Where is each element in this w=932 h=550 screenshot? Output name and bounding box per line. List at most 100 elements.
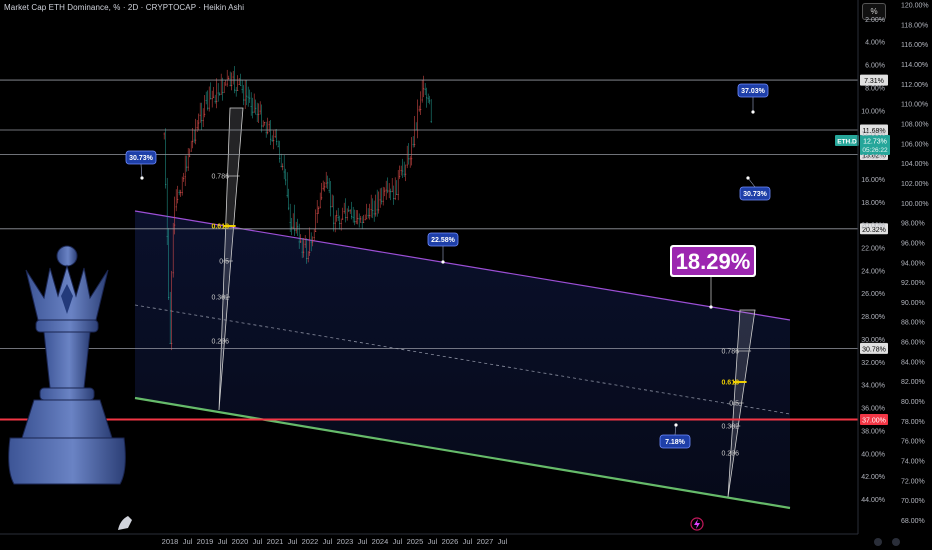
- price-level-tag-text: 30.78%: [862, 346, 886, 353]
- candle-body: [301, 251, 303, 253]
- candle-body: [424, 88, 426, 90]
- candle-body: [213, 96, 215, 98]
- callout-dot: [751, 110, 755, 114]
- candle-body: [378, 209, 380, 211]
- current-price-text: 12.73%: [863, 139, 887, 146]
- fib-wedge-right: [727, 309, 756, 498]
- candle-body: [330, 206, 332, 208]
- candle-body: [340, 223, 342, 224]
- candle-body: [430, 121, 432, 122]
- candle-body: [271, 140, 273, 141]
- candle-body: [349, 210, 351, 212]
- candle-body: [406, 164, 408, 166]
- candle-body: [208, 107, 210, 109]
- lightning-icon[interactable]: [690, 517, 704, 531]
- time-axis-tick: Jul: [253, 537, 263, 546]
- candle-body: [394, 198, 396, 199]
- candle-body: [231, 85, 233, 87]
- candle-body: [241, 89, 243, 91]
- callout-leader: [140, 163, 143, 179]
- candle-body: [408, 158, 410, 160]
- right-scale-tick: 120.00%: [901, 3, 929, 10]
- time-axis-tick: Jul: [498, 537, 508, 546]
- left-scale-tick: 36.00%: [861, 406, 885, 413]
- left-scale-tick: 6.00%: [865, 63, 885, 70]
- right-scale-tick: 118.00%: [901, 22, 928, 29]
- left-scale-tick: 10.00%: [861, 108, 885, 115]
- time-axis-tick: Jul: [463, 537, 473, 546]
- callout-big-text: 18.29%: [676, 249, 751, 274]
- candle-body: [288, 207, 290, 209]
- countdown-text: 05:26:22: [862, 147, 888, 154]
- left-scale-tick: 34.00%: [861, 383, 885, 390]
- candle-body: [225, 84, 227, 86]
- candle-body: [399, 176, 401, 177]
- left-scale-tick: 12.00%: [861, 131, 885, 138]
- fib-level-label: 0.786: [211, 174, 229, 181]
- right-scale-tick: 96.00%: [901, 240, 925, 247]
- candle-body: [199, 114, 201, 116]
- current-price-tag: [860, 135, 890, 156]
- candle-body: [319, 206, 321, 208]
- candle-body: [189, 155, 191, 157]
- candle-body: [420, 109, 422, 110]
- percent-scale-button[interactable]: %: [862, 3, 886, 20]
- candle-body: [187, 166, 189, 168]
- candle-body: [309, 252, 311, 253]
- price-level-tag: [860, 223, 888, 235]
- candle-body: [259, 110, 261, 112]
- ticker-tag-text: ETH.D: [837, 139, 857, 146]
- candle-body: [396, 194, 398, 195]
- candle-body: [390, 191, 392, 193]
- candle-body: [252, 111, 254, 113]
- left-scale-tick: 14.00%: [861, 154, 885, 161]
- candle-body: [223, 91, 225, 93]
- candle-body: [289, 222, 291, 223]
- candle-body: [348, 210, 350, 212]
- candle-body: [418, 109, 420, 111]
- candle-body: [364, 219, 366, 221]
- right-scale-tick: 106.00%: [901, 141, 929, 148]
- candle-body: [361, 221, 363, 223]
- scale-mode-l-icon: [892, 538, 900, 546]
- fib-level-label: 0.786: [721, 349, 739, 356]
- price-level-tag-text: 7.31%: [864, 78, 884, 85]
- candle-body: [366, 218, 368, 220]
- callout-big-dot: [709, 305, 713, 309]
- candle-body: [421, 99, 423, 101]
- candle-body: [190, 150, 192, 152]
- candle-body: [369, 215, 371, 216]
- candle-body: [405, 173, 407, 175]
- candle-body: [226, 83, 228, 85]
- candle-body: [357, 218, 359, 219]
- time-axis-tick: Jul: [218, 537, 228, 546]
- candle-body: [265, 132, 267, 134]
- candle-body: [325, 182, 327, 184]
- candle-body: [294, 229, 296, 231]
- candle-body: [277, 146, 279, 148]
- candle-body: [175, 206, 177, 208]
- candle-body: [261, 125, 263, 127]
- candle-body: [343, 211, 345, 212]
- candle-body: [397, 194, 399, 195]
- fib-level-label: 0.618: [211, 224, 229, 231]
- candle-body: [205, 100, 207, 101]
- candle-body: [193, 139, 195, 141]
- time-axis-tick: Jul: [323, 537, 333, 546]
- time-axis-tick: Jul: [428, 537, 438, 546]
- candle-body: [328, 190, 330, 191]
- candle-body: [183, 178, 185, 179]
- tradingview-logo-icon[interactable]: [118, 516, 132, 530]
- right-scale-tick: 80.00%: [901, 399, 925, 406]
- right-scale-tick: 94.00%: [901, 260, 925, 267]
- candle-body: [370, 209, 372, 211]
- candle-body: [247, 96, 249, 98]
- fib-level-label: 0.5: [219, 259, 229, 266]
- candle-body: [285, 179, 287, 181]
- right-scale-tick: 112.00%: [901, 82, 928, 89]
- channel-mid-line: [134, 304, 791, 415]
- right-scale-tick: 88.00%: [901, 320, 925, 327]
- left-scale-tick: 8.00%: [865, 85, 885, 92]
- left-scale-tick: 26.00%: [861, 291, 885, 298]
